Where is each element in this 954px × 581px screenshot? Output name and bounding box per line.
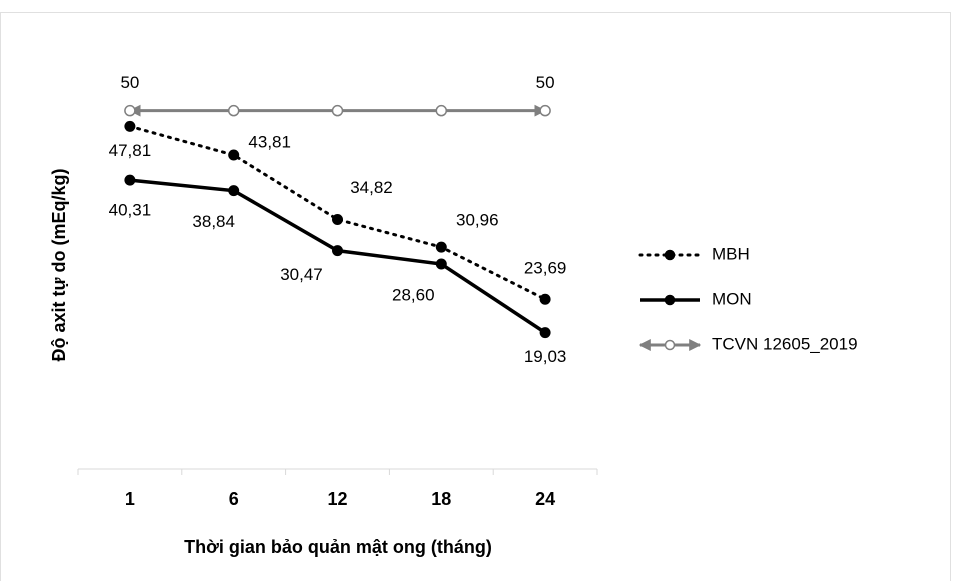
data-point [124,104,136,117]
chart-border [0,12,951,581]
data-point [539,104,551,117]
x-tick-label: 12 [327,489,347,509]
data-point [331,104,344,117]
x-tick-label: 18 [431,489,451,509]
data-label: 50 [120,73,139,92]
data-point [332,213,343,225]
data-point [228,185,240,197]
data-label: 30,96 [456,211,499,230]
data-label: 28,60 [392,286,435,305]
data-label: 43,81 [248,133,291,152]
data-label: 50 [536,73,555,92]
data-point [435,104,448,117]
data-point [227,104,240,117]
data-label: 19,03 [524,347,567,366]
x-axis-label: Thời gian bảo quản mật ong (tháng) [184,537,492,557]
data-point [332,245,343,257]
data-label: 30,47 [280,265,323,284]
data-label: 47,81 [109,141,152,160]
y-axis-label: Độ axit tự do (mEq/kg) [49,168,69,361]
series-line [128,124,547,301]
data-point [124,120,136,132]
x-tick-label: 1 [125,489,135,509]
data-point [435,258,447,270]
legend-marker [664,294,676,306]
data-label: 23,69 [524,259,567,278]
data-point [124,174,136,186]
x-tick-label: 24 [535,489,555,509]
legend-marker [664,249,676,261]
data-point [539,327,551,339]
legend-label: MON [712,289,752,308]
legend-label: MBH [712,244,750,263]
data-label: 38,84 [192,212,235,231]
x-tick-label: 6 [229,489,239,509]
legend-marker [664,339,676,351]
data-point [435,241,447,253]
legend-label: TCVN 12605_2019 [712,334,858,353]
data-label: 34,82 [350,178,393,197]
data-label: 40,31 [109,201,152,220]
data-point [228,149,240,161]
data-point [539,293,551,305]
